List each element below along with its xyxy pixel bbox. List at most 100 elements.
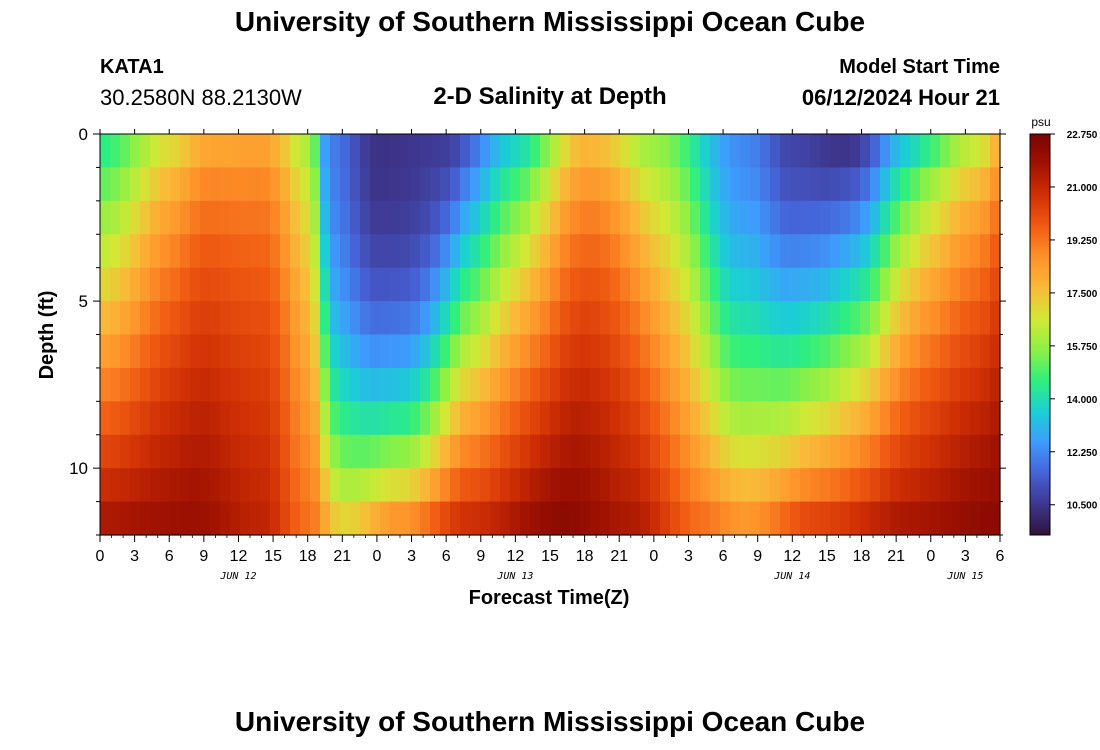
heatmap-cell	[760, 134, 771, 169]
heatmap-cell	[920, 134, 931, 169]
heatmap-cell	[310, 401, 321, 436]
heatmap-cell	[770, 468, 781, 503]
heatmap-cell	[570, 200, 581, 235]
heatmap-cell	[230, 134, 241, 169]
heatmap-cell	[100, 134, 111, 169]
heatmap-cell	[780, 200, 791, 235]
heatmap-cell	[860, 267, 871, 302]
heatmap-cell	[150, 501, 161, 536]
heatmap-cell	[440, 434, 451, 469]
heatmap-cell	[740, 501, 751, 536]
heatmap-cell	[680, 301, 691, 336]
heatmap-cell	[490, 301, 501, 336]
heatmap-cell	[370, 367, 381, 402]
heatmap-cell	[200, 301, 211, 336]
heatmap-cell	[410, 468, 421, 503]
heatmap-cell	[400, 434, 411, 469]
heatmap-cell	[100, 234, 111, 269]
heatmap-cell	[540, 134, 551, 169]
heatmap-cell	[370, 267, 381, 302]
heatmap-cell	[970, 167, 981, 202]
heatmap-cell	[760, 367, 771, 402]
heatmap-cell	[690, 167, 701, 202]
x-tick-label: 9	[753, 548, 762, 565]
heatmap-cell	[630, 401, 641, 436]
heatmap-cell	[170, 234, 181, 269]
heatmap-cell	[190, 501, 201, 536]
heatmap-cell	[170, 401, 181, 436]
heatmap-cell	[970, 267, 981, 302]
heatmap-cell	[630, 334, 641, 369]
heatmap-cell	[530, 134, 541, 169]
heatmap-cell	[500, 267, 511, 302]
heatmap-cell	[610, 167, 621, 202]
heatmap-cell	[870, 401, 881, 436]
heatmap-cell	[880, 167, 891, 202]
heatmap-cell	[110, 434, 121, 469]
y-tick-label: 10	[69, 459, 88, 478]
heatmap-cell	[360, 234, 371, 269]
colorbar-tick-label: 10.500	[1067, 501, 1098, 512]
heatmap-cell	[210, 267, 221, 302]
heatmap-cell	[590, 267, 601, 302]
heatmap-cell	[280, 267, 291, 302]
heatmap-cell	[670, 501, 681, 536]
heatmap-cell	[120, 367, 131, 402]
heatmap-cell	[480, 367, 491, 402]
heatmap-cell	[450, 501, 461, 536]
heatmap-cell	[580, 234, 591, 269]
heatmap-cell	[410, 200, 421, 235]
heatmap-cell	[880, 334, 891, 369]
heatmap-cell	[470, 134, 481, 169]
heatmap-cell	[940, 200, 951, 235]
heatmap-cell	[450, 401, 461, 436]
heatmap-cell	[240, 468, 251, 503]
heatmap-cell	[950, 501, 961, 536]
heatmap-cell	[550, 501, 561, 536]
heatmap-cell	[930, 501, 941, 536]
heatmap-cell	[580, 167, 591, 202]
heatmap-cell	[940, 134, 951, 169]
heatmap-cell	[650, 134, 661, 169]
heatmap-cell	[940, 334, 951, 369]
heatmap-cell	[520, 434, 531, 469]
heatmap-cell	[960, 501, 971, 536]
heatmap-cell	[760, 234, 771, 269]
heatmap-cell	[750, 134, 761, 169]
heatmap-cell	[970, 200, 981, 235]
heatmap-cell	[890, 334, 901, 369]
heatmap-cell	[640, 334, 651, 369]
heatmap-cell	[140, 401, 151, 436]
heatmap-cell	[650, 301, 661, 336]
heatmap-cell	[400, 367, 411, 402]
heatmap-cell	[490, 501, 501, 536]
heatmap-cell	[120, 468, 131, 503]
heatmap-cell	[590, 234, 601, 269]
heatmap-cell	[590, 367, 601, 402]
heatmap-cell	[520, 134, 531, 169]
heatmap-cell	[280, 501, 291, 536]
heatmap-cell	[950, 200, 961, 235]
heatmap-cell	[230, 434, 241, 469]
heatmap-cell	[660, 501, 671, 536]
heatmap-cell	[780, 234, 791, 269]
heatmap-cell	[870, 167, 881, 202]
heatmap-cell	[740, 367, 751, 402]
x-tick-label: 6	[165, 548, 174, 565]
heatmap-cell	[780, 334, 791, 369]
heatmap-cell	[980, 367, 991, 402]
heatmap-cell	[190, 468, 201, 503]
heatmap-cell	[540, 234, 551, 269]
heatmap-cell	[190, 200, 201, 235]
heatmap-cell	[890, 434, 901, 469]
heatmap-cell	[650, 468, 661, 503]
heatmap-cell	[680, 367, 691, 402]
heatmap-cell	[470, 401, 481, 436]
heatmap-cell	[780, 501, 791, 536]
heatmap-cell	[890, 401, 901, 436]
heatmap-cell	[330, 167, 341, 202]
heatmap-cell	[190, 134, 201, 169]
heatmap-cell	[350, 468, 361, 503]
heatmap-cell	[230, 367, 241, 402]
heatmap-cell	[190, 167, 201, 202]
